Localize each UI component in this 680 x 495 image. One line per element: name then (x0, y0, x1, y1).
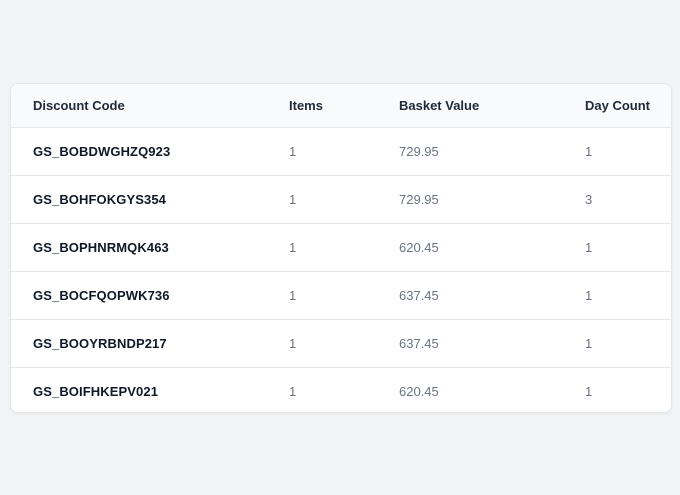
discount-code-cell: GS_BOIFHKEPV021 (11, 366, 269, 412)
basket-value-cell: 729.95 (379, 174, 565, 223)
table-row[interactable]: GS_BOHFOKGYS354 1 729.95 3 (11, 174, 671, 223)
items-cell: 1 (269, 222, 379, 271)
column-header-day-count[interactable]: Day Count (565, 84, 671, 128)
basket-value-cell: 620.45 (379, 366, 565, 412)
day-count-cell: 1 (565, 318, 671, 367)
items-cell: 1 (269, 270, 379, 319)
items-cell: 1 (269, 366, 379, 412)
table-row[interactable]: GS_BOOYRBNDP217 1 637.45 1 (11, 318, 671, 367)
discount-code-cell: GS_BOBDWGHZQ923 (33, 143, 171, 159)
items-cell: 1 (269, 174, 379, 223)
items-cell: 1 (269, 318, 379, 367)
day-count-cell: 1 (585, 143, 593, 159)
table-header: Discount Code Items Basket Value Day Cou… (11, 84, 671, 128)
day-count-cell: 3 (565, 174, 671, 223)
day-count-cell: 1 (565, 270, 671, 319)
day-count-cell: 1 (565, 222, 671, 271)
table-row[interactable]: GS_BOIFHKEPV021 1 620.45 1 (11, 366, 671, 412)
column-header-discount-code[interactable]: Discount Code (11, 84, 269, 128)
table-row[interactable]: GS_BOBDWGHZQ923 1 729.95 1 (11, 127, 671, 175)
basket-value-cell: 729.95 (399, 143, 439, 159)
table-row[interactable]: GS_BOCFQOPWK736 1 637.45 1 (11, 270, 671, 319)
table-row[interactable]: GS_BOPHNRMQK463 1 620.45 1 (11, 222, 671, 271)
discount-code-cell: GS_BOHFOKGYS354 (11, 174, 269, 223)
items-cell: 1 (289, 143, 297, 159)
discount-code-cell: GS_BOCFQOPWK736 (11, 270, 269, 319)
header-row: Discount Code Items Basket Value Day Cou… (11, 84, 671, 128)
column-header-items[interactable]: Items (269, 84, 379, 128)
discount-code-cell: GS_BOOYRBNDP217 (11, 318, 269, 367)
discount-code-cell: GS_BOPHNRMQK463 (11, 222, 269, 271)
discount-codes-table: Discount Code Items Basket Value Day Cou… (11, 84, 671, 412)
discount-codes-card: Discount Code Items Basket Value Day Cou… (10, 83, 672, 413)
day-count-cell: 1 (565, 366, 671, 412)
column-header-basket-value[interactable]: Basket Value (379, 84, 565, 128)
basket-value-cell: 637.45 (379, 318, 565, 367)
basket-value-cell: 620.45 (379, 222, 565, 271)
basket-value-cell: 637.45 (379, 270, 565, 319)
table-body: GS_BOBDWGHZQ923 1 729.95 1 GS_BOHFOKGYS3… (11, 127, 671, 412)
